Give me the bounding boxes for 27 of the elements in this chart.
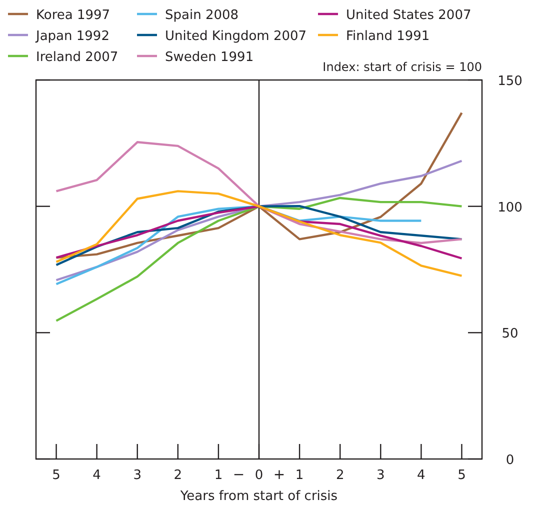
x-tick-label: 1 <box>295 468 304 483</box>
y-tick-label: 100 <box>498 200 522 216</box>
legend-label: Korea 1997 <box>36 8 110 23</box>
legend-label: Japan 1992 <box>35 29 110 44</box>
y-tick-label: 50 <box>502 326 518 342</box>
legend-label: United States 2007 <box>346 8 472 23</box>
x-tick-label: 2 <box>336 468 344 483</box>
x-tick-label: 1 <box>214 468 223 483</box>
y-tick-label: 150 <box>498 74 522 89</box>
x-tick-label: 0 <box>254 468 264 483</box>
legend-label: Sweden 1991 <box>165 50 254 65</box>
x-tick-label: 3 <box>133 468 142 483</box>
x-axis-title: Years from start of crisis <box>179 489 338 504</box>
x-tick-label: 5 <box>458 468 466 483</box>
legend-label: Spain 2008 <box>165 8 239 23</box>
legend-label: Finland 1991 <box>346 29 430 44</box>
y-tick-label: 0 <box>506 453 514 468</box>
x-tick-label: 4 <box>92 468 101 483</box>
x-tick-label: 3 <box>376 468 385 483</box>
text: − <box>232 467 245 483</box>
legend-label: Ireland 2007 <box>36 50 118 65</box>
y-axis-title: Index: start of crisis = 100 <box>322 60 482 74</box>
x-tick-label: 2 <box>174 468 182 483</box>
text: + <box>273 467 286 483</box>
x-tick-label: 4 <box>417 468 426 483</box>
x-tick-label: 5 <box>52 468 60 483</box>
legend-label: United Kingdom 2007 <box>165 29 307 44</box>
